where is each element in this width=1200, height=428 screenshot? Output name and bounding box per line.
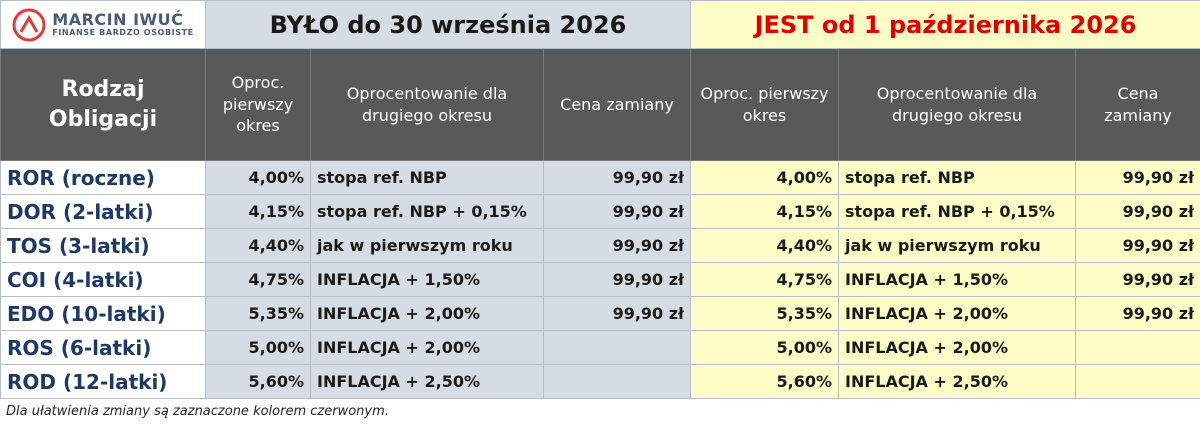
bond-name: TOS (3-latki) bbox=[0, 228, 206, 263]
table-cell: 5,60% bbox=[205, 364, 311, 399]
table-cell: INFLACJA + 2,00% bbox=[838, 296, 1076, 331]
header-cell: Oprocentowanie dla drugiego okresu bbox=[310, 48, 544, 161]
table-cell: 5,00% bbox=[205, 330, 311, 365]
bond-name: ROS (6-latki) bbox=[0, 330, 206, 365]
table-cell: 5,35% bbox=[690, 296, 839, 331]
table-cell: INFLACJA + 1,50% bbox=[310, 262, 544, 297]
logo-text: MARCIN IWUĆ FINANSE BARDZO OSOBISTE bbox=[52, 11, 193, 37]
table-cell: INFLACJA + 2,50% bbox=[310, 364, 544, 399]
table-row: ROD (12-latki) 5,60% INFLACJA + 2,50% 5,60%… bbox=[0, 364, 1200, 399]
table-cell bbox=[1075, 364, 1200, 399]
table-cell: 4,75% bbox=[690, 262, 839, 297]
table-cell: 4,15% bbox=[205, 194, 311, 229]
table-cell: 4,75% bbox=[205, 262, 311, 297]
table-cell: 99,90 zł bbox=[1075, 262, 1200, 297]
table-cell: stopa ref. NBP + 0,15% bbox=[310, 194, 544, 229]
table-cell: stopa ref. NBP + 0,15% bbox=[838, 194, 1076, 229]
bond-name: ROR (roczne) bbox=[0, 160, 206, 195]
table-cell: 99,90 zł bbox=[543, 160, 691, 195]
bond-name: DOR (2-latki) bbox=[0, 194, 206, 229]
table-cell: 99,90 zł bbox=[543, 296, 691, 331]
logo: MARCIN IWUĆ FINANSE BARDZO OSOBISTE bbox=[7, 8, 199, 42]
table-cell: 4,15% bbox=[690, 194, 839, 229]
table-row: ROS (6-latki) 5,00% INFLACJA + 2,00% 5,00% I… bbox=[0, 330, 1200, 365]
header-cell: Cena zamiany bbox=[543, 48, 691, 161]
table-cell: jak w pierwszym roku bbox=[838, 228, 1076, 263]
table-cell: INFLACJA + 2,00% bbox=[310, 330, 544, 365]
logo-cell: MARCIN IWUĆ FINANSE BARDZO OSOBISTE bbox=[0, 0, 206, 49]
table-row: COI (4-latki) 4,75% INFLACJA + 1,50% 99,90 … bbox=[0, 262, 1200, 297]
table-cell: jak w pierwszym roku bbox=[310, 228, 544, 263]
header-cell: Cena zamiany bbox=[1075, 48, 1200, 161]
table-cell: 99,90 zł bbox=[543, 194, 691, 229]
table-cell: INFLACJA + 2,00% bbox=[310, 296, 544, 331]
table-cell: 99,90 zł bbox=[1075, 160, 1200, 195]
table-cell: 4,40% bbox=[205, 228, 311, 263]
bond-name: EDO (10-latki) bbox=[0, 296, 206, 331]
bond-name: COI (4-latki) bbox=[0, 262, 206, 297]
bond-name: ROD (12-latki) bbox=[0, 364, 206, 399]
header-cell: Rodzaj Obligacji bbox=[0, 48, 206, 161]
logo-icon bbox=[12, 8, 46, 41]
table-cell: 5,60% bbox=[690, 364, 839, 399]
table-cell bbox=[1075, 330, 1200, 365]
table-row: ROR (roczne) 4,00% stopa ref. NBP 99,90 zł 4… bbox=[0, 160, 1200, 195]
table-cell: 99,90 zł bbox=[1075, 228, 1200, 263]
table-cell: 99,90 zł bbox=[543, 228, 691, 263]
header-cell: Oproc. pierwszy okres bbox=[205, 48, 311, 161]
table-cell: stopa ref. NBP bbox=[310, 160, 544, 195]
table-cell: INFLACJA + 1,50% bbox=[838, 262, 1076, 297]
header-cell: Oproc. pierwszy okres bbox=[690, 48, 839, 161]
logo-tagline: FINANSE BARDZO OSOBISTE bbox=[52, 27, 194, 37]
group-now: JEST od 1 października 2026 bbox=[690, 0, 1200, 49]
table-cell: 99,90 zł bbox=[543, 262, 691, 297]
table-cell: 99,90 zł bbox=[1075, 296, 1200, 331]
bonds-table: MARCIN IWUĆ FINANSE BARDZO OSOBISTE BYŁO… bbox=[0, 0, 1200, 399]
logo-name: MARCIN IWUĆ bbox=[52, 10, 184, 30]
table-cell: INFLACJA + 2,00% bbox=[838, 330, 1076, 365]
table-cell: 5,35% bbox=[205, 296, 311, 331]
table-cell: 5,00% bbox=[690, 330, 839, 365]
table-row: EDO (10-latki) 5,35% INFLACJA + 2,00% 99,90… bbox=[0, 296, 1200, 331]
table-cell: 99,90 zł bbox=[1075, 194, 1200, 229]
header-cell: Oprocentowanie dla drugiego okresu bbox=[838, 48, 1076, 161]
table-row: DOR (2-latki) 4,15% stopa ref. NBP + 0,15%… bbox=[0, 194, 1200, 229]
group-was: BYŁO do 30 września 2026 bbox=[205, 0, 691, 49]
table-cell: INFLACJA + 2,50% bbox=[838, 364, 1076, 399]
table-cell bbox=[543, 364, 691, 399]
table-cell: 4,00% bbox=[205, 160, 311, 195]
table-cell: stopa ref. NBP bbox=[838, 160, 1076, 195]
header-row: Rodzaj Obligacji Oproc. pierwszy okres Opr… bbox=[0, 48, 1200, 161]
table-cell bbox=[543, 330, 691, 365]
footnote: Dla ułatwienia zmiany są zaznaczone kolo… bbox=[6, 404, 389, 419]
banner-row: MARCIN IWUĆ FINANSE BARDZO OSOBISTE BYŁO… bbox=[0, 0, 1200, 49]
table-row: TOS (3-latki) 4,40% jak w pierwszym roku 99… bbox=[0, 228, 1200, 263]
table-cell: 4,40% bbox=[690, 228, 839, 263]
table-cell: 4,00% bbox=[690, 160, 839, 195]
